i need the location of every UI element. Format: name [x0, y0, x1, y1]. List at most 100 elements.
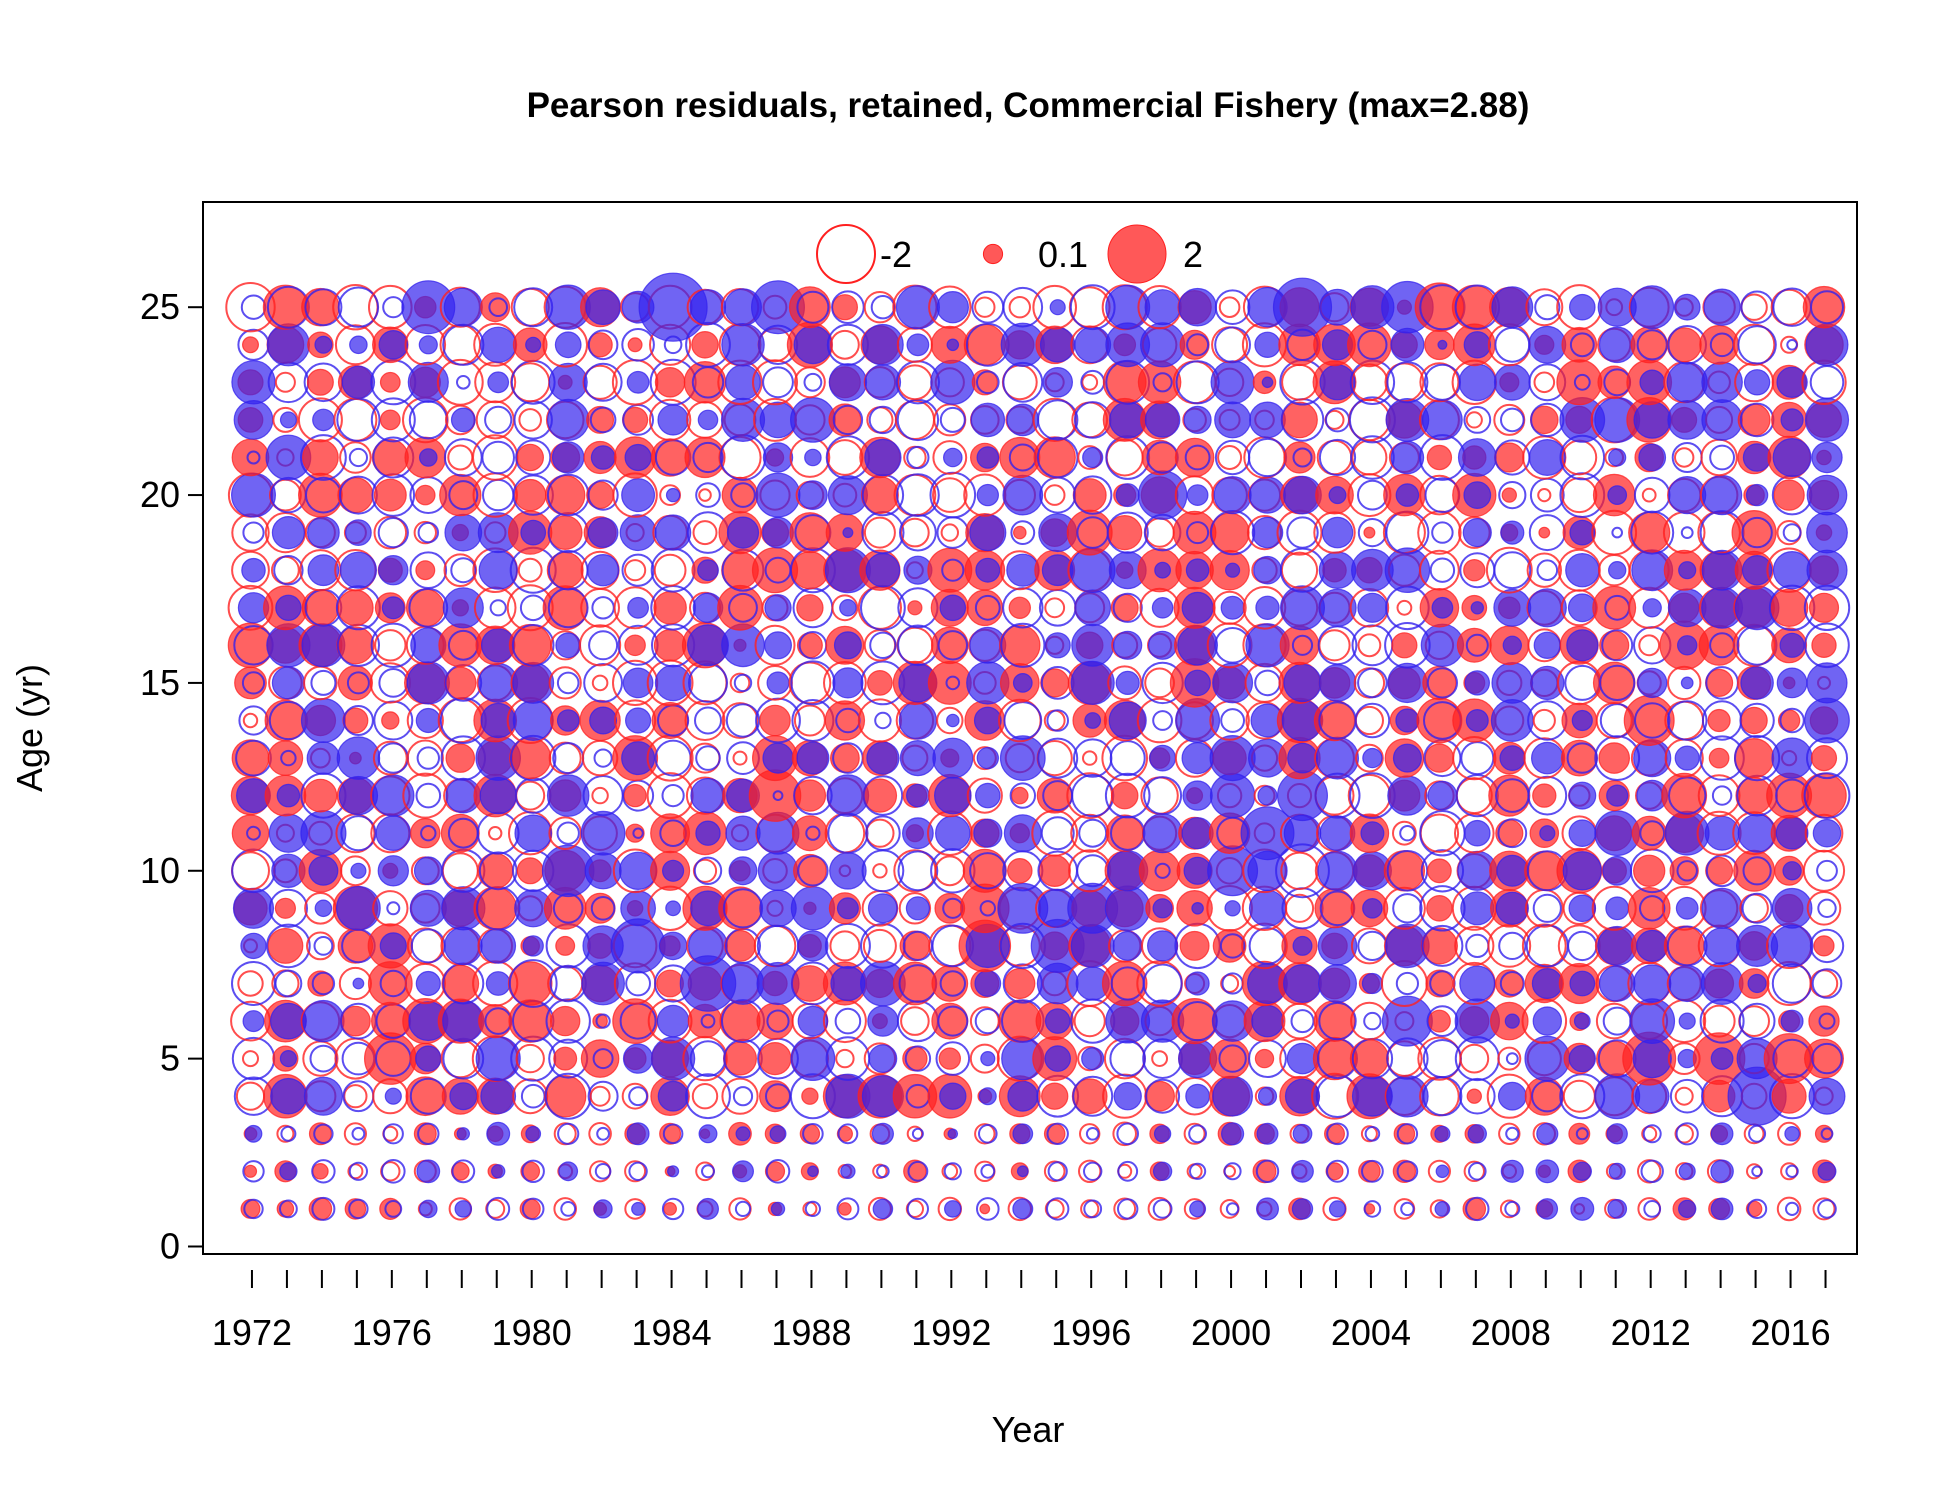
residual-point [1181, 741, 1214, 775]
residual-point [1431, 596, 1454, 619]
residual-point [691, 1083, 719, 1110]
residual-point [1423, 363, 1462, 401]
residual-point [870, 295, 896, 320]
residual-point [1419, 813, 1460, 853]
residual-point [271, 515, 305, 550]
residual-point [624, 707, 652, 734]
residual-point [1601, 629, 1634, 662]
residual-point [689, 289, 727, 326]
residual-point [1038, 854, 1071, 888]
residual-point [930, 359, 976, 405]
residual-point [934, 815, 971, 852]
residual-point [556, 821, 580, 845]
residual-point [1073, 475, 1113, 515]
residual-point [1149, 744, 1176, 772]
residual-point [415, 560, 436, 581]
residual-point [1505, 1126, 1520, 1141]
residual-point [441, 852, 479, 890]
residual-point [1636, 667, 1668, 699]
residual-point [1219, 1199, 1240, 1219]
residual-point [337, 286, 380, 328]
residual-point [1292, 447, 1313, 468]
residual-point [802, 1123, 824, 1145]
residual-point [1255, 1197, 1279, 1221]
residual-point [763, 631, 792, 660]
residual-point [1318, 629, 1351, 662]
residual-point [690, 777, 726, 814]
residual-point [372, 890, 409, 927]
residual-point [896, 398, 940, 442]
residual-point [865, 815, 901, 852]
residual-point [1081, 1046, 1105, 1071]
residual-point [1499, 745, 1526, 771]
residual-point [521, 1197, 545, 1221]
residual-point [486, 1196, 511, 1221]
residual-point [487, 371, 510, 394]
residual-point [1355, 743, 1384, 773]
residual-point [274, 897, 296, 919]
residual-point [583, 663, 623, 703]
residual-point [1569, 519, 1596, 546]
residual-point [862, 928, 897, 963]
residual-point [719, 1000, 761, 1042]
residual-point [416, 746, 440, 770]
residual-point [869, 631, 897, 659]
residual-point [1710, 1197, 1734, 1221]
residual-point [314, 335, 333, 354]
residual-point [1740, 290, 1774, 324]
residual-point [280, 1125, 297, 1142]
residual-point [1571, 709, 1593, 732]
residual-point [410, 928, 446, 964]
residual-point [1043, 484, 1066, 506]
residual-point [491, 1164, 506, 1179]
residual-point [627, 596, 649, 619]
residual-point [980, 1163, 996, 1179]
residual-point [1212, 590, 1247, 625]
residual-point [1741, 892, 1773, 924]
residual-point [839, 598, 857, 617]
residual-point [762, 516, 794, 549]
residual-point [1183, 405, 1212, 434]
residual-point [695, 482, 721, 508]
residual-point [279, 411, 297, 429]
residual-point [1810, 744, 1838, 772]
residual-point [1255, 1159, 1280, 1184]
residual-point [1357, 592, 1388, 623]
residual-point [872, 1198, 894, 1220]
residual-point [1463, 481, 1492, 510]
residual-point [1396, 1123, 1419, 1145]
residual-point [1458, 363, 1497, 402]
residual-point [1770, 924, 1814, 968]
residual-point [1318, 664, 1357, 702]
residual-point [1816, 859, 1838, 882]
residual-point [382, 1123, 404, 1145]
residual-point [796, 290, 830, 324]
residual-point [1742, 443, 1772, 472]
residual-point [826, 774, 870, 817]
residual-point [587, 517, 619, 548]
residual-point [999, 624, 1041, 667]
residual-point [375, 815, 412, 852]
residual-point [1363, 1011, 1382, 1031]
residual-point [1047, 1161, 1068, 1182]
residual-point [1214, 627, 1251, 664]
residual-point [1223, 1162, 1242, 1181]
residual-point [932, 440, 968, 475]
residual-point [273, 555, 304, 586]
residual-point [232, 887, 275, 929]
residual-point [735, 1126, 751, 1142]
residual-point [1525, 924, 1569, 968]
residual-point [897, 850, 939, 892]
residual-point [1044, 1008, 1071, 1034]
residual-point [409, 551, 448, 590]
residual-point [1812, 1197, 1836, 1221]
residual-point [830, 329, 860, 360]
residual-point [1710, 1047, 1734, 1070]
residual-point [1291, 634, 1314, 656]
residual-point [762, 742, 794, 774]
residual-point [409, 889, 447, 927]
residual-point [1468, 1162, 1487, 1181]
residual-point [663, 1201, 677, 1216]
residual-point [838, 1202, 852, 1216]
residual-point [940, 523, 959, 542]
